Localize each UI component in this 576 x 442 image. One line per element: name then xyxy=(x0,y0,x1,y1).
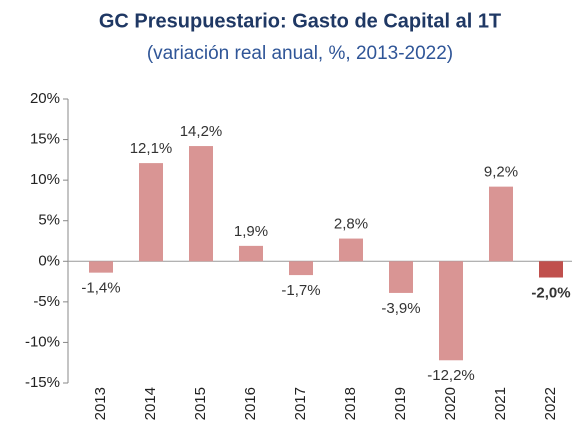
bar xyxy=(439,261,463,361)
y-tick-label: 15% xyxy=(30,131,60,148)
value-label: -12,2% xyxy=(427,367,475,384)
x-tick-label: 2013 xyxy=(92,387,109,420)
value-label: 14,2% xyxy=(180,123,223,140)
value-label: -3,9% xyxy=(381,300,420,317)
x-tick-label: 2016 xyxy=(242,387,259,420)
bar xyxy=(539,261,563,278)
bar xyxy=(489,186,513,262)
value-label: 1,9% xyxy=(234,223,268,240)
y-tick-label: 5% xyxy=(38,212,60,229)
value-label: -1,7% xyxy=(281,282,320,299)
x-tick-label: 2019 xyxy=(392,387,409,420)
chart-title: GC Presupuestario: Gasto de Capital al 1… xyxy=(99,10,501,32)
x-tick-label: 2021 xyxy=(492,387,509,420)
y-tick-label: 0% xyxy=(38,252,60,269)
chart-subtitle: (variación real anual, %, 2013-2022) xyxy=(147,43,453,64)
bar xyxy=(89,261,113,273)
x-tick-label: 2020 xyxy=(442,387,459,420)
bar xyxy=(289,261,313,276)
x-tick-label: 2015 xyxy=(192,387,209,420)
value-label: 9,2% xyxy=(484,164,518,181)
y-tick-label: -5% xyxy=(33,293,60,310)
y-tick-label: -10% xyxy=(25,333,60,350)
y-tick-label: 20% xyxy=(30,90,60,107)
x-tick-label: 2014 xyxy=(142,387,159,420)
x-tick-label: 2017 xyxy=(292,387,309,420)
bar xyxy=(389,261,413,293)
y-tick-label: 10% xyxy=(30,171,60,188)
x-tick-label: 2018 xyxy=(342,387,359,420)
bar xyxy=(189,146,213,262)
value-label: -2,0% xyxy=(531,284,570,301)
value-label: 12,1% xyxy=(130,140,173,157)
bar xyxy=(339,238,363,262)
bar xyxy=(139,163,163,262)
y-tick-label: -15% xyxy=(25,374,60,391)
x-tick-label: 2022 xyxy=(542,387,559,420)
value-label: 2,8% xyxy=(334,216,368,233)
bar xyxy=(239,245,263,262)
value-label: -1,4% xyxy=(81,280,120,297)
